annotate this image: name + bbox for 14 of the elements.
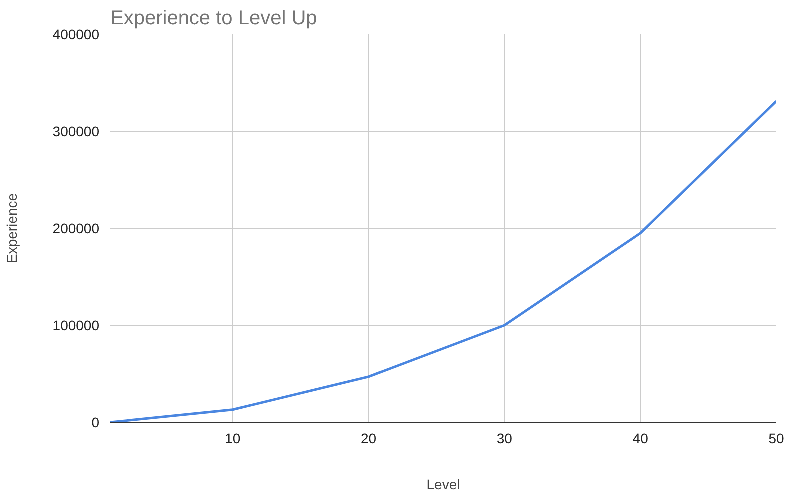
x-tick-label: 10 xyxy=(225,430,241,446)
x-tick-label: 50 xyxy=(768,430,784,446)
x-axis-title: Level xyxy=(426,476,460,492)
y-tick-label: 0 xyxy=(92,414,100,430)
x-tick-label: 40 xyxy=(632,430,649,446)
y-axis-title: Experience xyxy=(4,193,20,264)
x-tick-label: 30 xyxy=(496,430,513,446)
x-tick-label: 20 xyxy=(360,430,377,446)
y-tick-label: 200000 xyxy=(52,220,100,236)
y-tick-label: 400000 xyxy=(52,26,100,42)
chart-title: Experience to Level Up xyxy=(110,8,318,30)
line-series xyxy=(110,100,776,422)
y-tick-label: 300000 xyxy=(52,124,100,140)
y-tick-label: 100000 xyxy=(52,318,100,334)
